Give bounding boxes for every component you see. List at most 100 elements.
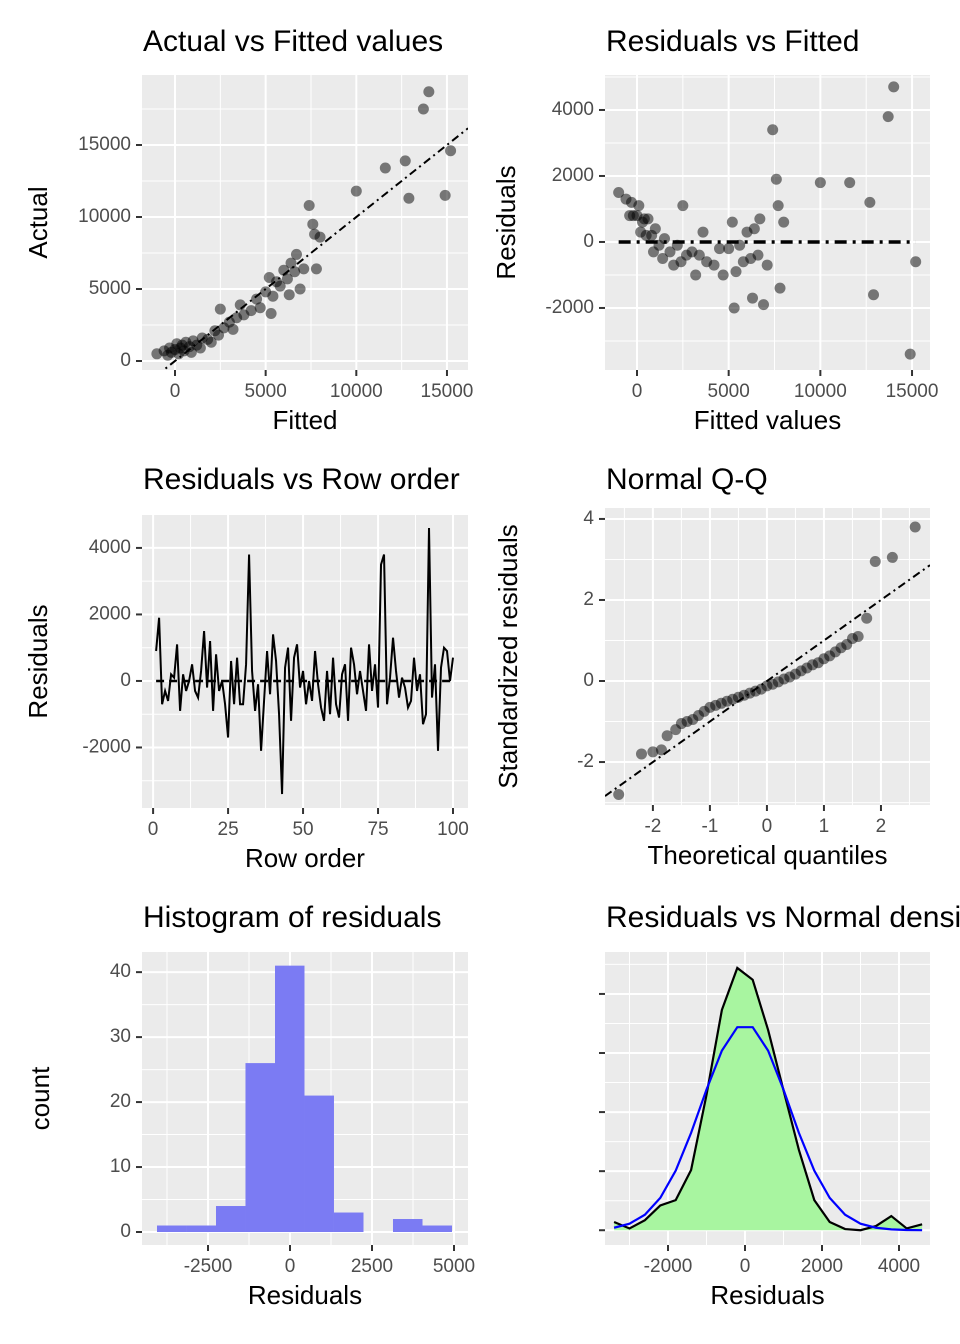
point bbox=[649, 223, 661, 235]
y-tick-label: 0 bbox=[120, 670, 131, 691]
point bbox=[909, 521, 921, 533]
y-tick-label: 0 bbox=[583, 670, 594, 691]
x-tick-label: 0 bbox=[632, 381, 643, 402]
x-tick-label: 5000 bbox=[708, 381, 750, 402]
x-tick-label: 0 bbox=[285, 1256, 296, 1277]
plot-marks bbox=[156, 965, 452, 1233]
point bbox=[774, 282, 786, 294]
plot-background bbox=[605, 75, 930, 370]
x-tick-label: -1 bbox=[701, 816, 718, 837]
point bbox=[439, 189, 451, 201]
point bbox=[642, 213, 654, 225]
bar bbox=[215, 1206, 246, 1233]
x-tick-label: -2500 bbox=[184, 1256, 233, 1277]
x-axis-label: Fitted values bbox=[694, 405, 841, 435]
y-tick-label: 2000 bbox=[89, 603, 131, 624]
point bbox=[730, 266, 742, 278]
x-tick-label: 75 bbox=[367, 819, 388, 840]
plot-marks bbox=[151, 86, 468, 370]
residual-line bbox=[155, 527, 454, 795]
point bbox=[761, 259, 773, 271]
x-tick-label: -2 bbox=[644, 816, 661, 837]
point bbox=[267, 290, 279, 302]
point bbox=[265, 307, 277, 319]
point bbox=[647, 746, 659, 758]
point bbox=[310, 263, 322, 275]
x-tick-label: 2000 bbox=[801, 1256, 843, 1277]
y-tick-label: 10 bbox=[110, 1156, 131, 1177]
point bbox=[661, 730, 673, 742]
panel-title: Normal Q-Q bbox=[606, 463, 768, 496]
x-tick-label: 0 bbox=[762, 816, 773, 837]
y-tick-label: 2 bbox=[583, 589, 594, 610]
panel-title: Residuals vs Normal density bbox=[606, 901, 960, 934]
y-tick-label: 20 bbox=[110, 1091, 131, 1112]
point bbox=[635, 748, 647, 760]
point bbox=[254, 302, 266, 314]
y-tick-label: 4000 bbox=[89, 537, 131, 558]
x-tick-label: 0 bbox=[170, 381, 181, 402]
plot-marks bbox=[155, 527, 454, 795]
x-tick-label: 5000 bbox=[245, 381, 287, 402]
reference-line bbox=[162, 127, 468, 370]
x-tick-label: 2 bbox=[876, 816, 887, 837]
x-tick-label: 5000 bbox=[433, 1256, 475, 1277]
point bbox=[748, 223, 760, 235]
y-tick-label: 40 bbox=[110, 961, 131, 982]
point bbox=[708, 259, 720, 271]
y-axis-label: Actual bbox=[23, 186, 53, 258]
point bbox=[281, 273, 293, 285]
point bbox=[205, 336, 217, 348]
point bbox=[298, 263, 310, 275]
point bbox=[214, 303, 226, 315]
panel-title: Residuals vs Row order bbox=[143, 463, 460, 496]
bar bbox=[186, 1225, 216, 1233]
panel: -2000 0 2000 4000 0 25 50 75 100 Residuals vs Row… bbox=[23, 463, 469, 873]
point bbox=[767, 124, 779, 136]
y-axis-label: Standardized residuals bbox=[493, 524, 523, 789]
point bbox=[752, 249, 764, 261]
panel-title: Histogram of residuals bbox=[143, 901, 441, 934]
x-tick-label: 100 bbox=[437, 819, 469, 840]
y-tick-label: 4000 bbox=[552, 99, 594, 120]
point bbox=[274, 280, 286, 292]
point bbox=[888, 81, 900, 93]
x-axis-label: Row order bbox=[245, 843, 365, 873]
point bbox=[194, 342, 206, 354]
point bbox=[403, 192, 415, 204]
panel: -2000 0 2000 4000 0 5000 10000 15000 Residuals v… bbox=[491, 25, 939, 435]
bar bbox=[422, 1225, 452, 1233]
point bbox=[227, 323, 239, 335]
y-tick-label: 10000 bbox=[78, 206, 131, 227]
point bbox=[633, 200, 645, 212]
density-area bbox=[614, 967, 923, 1231]
point bbox=[864, 196, 876, 208]
point bbox=[726, 216, 738, 228]
point bbox=[728, 302, 740, 314]
point bbox=[852, 630, 864, 642]
point bbox=[303, 199, 315, 211]
point bbox=[445, 145, 457, 157]
point bbox=[693, 249, 705, 261]
x-axis-label: Fitted bbox=[272, 405, 337, 435]
point bbox=[723, 243, 735, 255]
point bbox=[283, 289, 295, 301]
panel: -2 0 2 4 -2 -1 0 1 2 Normal Q-Q Theoretical quanti… bbox=[493, 463, 930, 870]
point bbox=[868, 289, 880, 301]
x-tick-label: 1 bbox=[819, 816, 830, 837]
point bbox=[747, 292, 759, 304]
x-tick-label: 15000 bbox=[886, 381, 939, 402]
panel-title: Residuals vs Fitted bbox=[606, 25, 859, 58]
x-axis-label: Residuals bbox=[710, 1280, 824, 1310]
y-tick-label: -2 bbox=[577, 751, 594, 772]
point bbox=[657, 252, 669, 264]
y-tick-label: 5000 bbox=[89, 278, 131, 299]
point bbox=[754, 213, 766, 225]
x-tick-label: -2000 bbox=[644, 1256, 693, 1277]
x-tick-label: 10000 bbox=[794, 381, 847, 402]
y-axis-label: count bbox=[25, 1066, 55, 1130]
point bbox=[251, 293, 263, 305]
x-axis-label: Theoretical quantiles bbox=[648, 840, 888, 870]
panel: -2000 0 2000 4000 Residuals vs Normal densit… bbox=[599, 901, 960, 1310]
